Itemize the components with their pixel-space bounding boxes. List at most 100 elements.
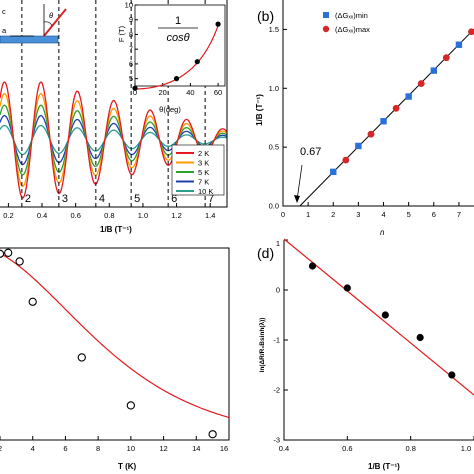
xtick-label: 1.4 bbox=[205, 211, 215, 220]
max-point bbox=[342, 156, 350, 164]
xtick-label: 0.4 bbox=[279, 444, 289, 453]
c-label: c bbox=[2, 7, 6, 16]
xtick-label: 4 bbox=[381, 210, 385, 219]
xtick-label: 12 bbox=[159, 444, 167, 453]
min-point bbox=[455, 41, 463, 48]
temperature-point bbox=[4, 248, 13, 257]
temperature-point bbox=[0, 249, 5, 258]
inset-ytick-label: 8 bbox=[129, 30, 133, 39]
legend-dot-marker bbox=[322, 25, 330, 33]
inset-ylabel: F (T) bbox=[117, 25, 126, 42]
inset-ytick-label: 7 bbox=[129, 45, 133, 54]
inset-ytick-label: 6 bbox=[129, 59, 133, 68]
xtick-label: 6 bbox=[432, 210, 436, 219]
xtick-label: 1.2 bbox=[171, 211, 181, 220]
panel-c-fit-curve bbox=[0, 252, 230, 419]
panel-a-xlabel: 1/B (T⁻¹) bbox=[100, 225, 132, 234]
xtick-label: 2 bbox=[331, 210, 335, 219]
curve-10k bbox=[0, 124, 227, 156]
panel-c-ticks: 2 4 6 8 10 12 14 16 bbox=[0, 436, 230, 453]
xtick-label: 10 bbox=[127, 444, 135, 453]
inset-fit-denominator: cosθ bbox=[166, 32, 189, 44]
level-markers: 2 3 4 5 6 7 bbox=[21, 0, 214, 207]
min-point bbox=[330, 168, 337, 176]
xtick-label: 16 bbox=[220, 444, 228, 453]
xtick-label: 4 bbox=[31, 444, 35, 453]
panel-c-axes bbox=[0, 247, 230, 441]
panel-a-xticks: 0.2 0.4 0.6 0.8 1.0 1.2 1.4 bbox=[3, 203, 215, 220]
intercept-arrowhead bbox=[294, 195, 300, 203]
intercept-arrow bbox=[296, 164, 303, 201]
xtick-label: 6 bbox=[63, 444, 67, 453]
inset-points bbox=[132, 21, 221, 91]
inset-point bbox=[215, 21, 221, 27]
ytick-label: -3 bbox=[273, 436, 280, 445]
xtick-label: 0.2 bbox=[3, 211, 13, 220]
panel-d-fit-line bbox=[283, 238, 474, 396]
ytick-label: -1 bbox=[273, 336, 280, 345]
max-point bbox=[367, 130, 375, 138]
ytick-label: 1.5 bbox=[269, 25, 279, 34]
legend-min-label: (ΔGₓₓ)min bbox=[335, 11, 368, 20]
panel-a-legend: 2 K3 K5 K7 K10 K bbox=[171, 144, 225, 196]
legend-label: 5 K bbox=[198, 168, 209, 177]
legend-label: 2 K bbox=[198, 149, 209, 158]
inset-ytick-label: 9 bbox=[129, 15, 133, 24]
oscillation-curves bbox=[0, 81, 227, 199]
panel-c-points bbox=[0, 248, 217, 439]
theta-label: θ bbox=[49, 11, 53, 20]
xtick-label: 14 bbox=[192, 444, 200, 453]
xtick-label: 8 bbox=[96, 444, 100, 453]
max-point bbox=[392, 104, 400, 112]
sample-bar bbox=[0, 35, 59, 44]
angle-arc bbox=[43, 21, 53, 27]
level-label-2: 2 bbox=[25, 193, 31, 205]
legend-label: 7 K bbox=[198, 178, 209, 187]
level-label-7: 7 bbox=[208, 193, 214, 205]
dingle-point bbox=[381, 311, 389, 319]
xtick-label: 2 bbox=[0, 444, 2, 453]
inset-xtick-label: 40 bbox=[186, 88, 194, 97]
min-point bbox=[430, 67, 437, 74]
sample-schematic: c a θ bbox=[0, 4, 67, 44]
xtick-label: 1.0 bbox=[138, 211, 148, 220]
panel-d-label: (d) bbox=[257, 245, 274, 261]
legend-max-label: (ΔGₓₓ)max bbox=[335, 25, 370, 34]
inset-xtick-label: 60 bbox=[214, 88, 222, 97]
inset-point bbox=[132, 85, 138, 91]
panel-a: 2 3 4 5 6 7 0.2 0.4 0.6 0.8 1.0 1.2 1.4 1/B (T⁻¹) c… bbox=[0, 0, 228, 234]
panel-b-xlabel: n bbox=[380, 228, 385, 237]
intercept-label: 0.67 bbox=[300, 146, 321, 158]
panel-d-ylabel: ln(ΔR/R₀Bsinh(λ)) bbox=[258, 318, 266, 373]
panel-d-axes bbox=[283, 240, 474, 441]
dingle-point bbox=[448, 371, 456, 379]
ytick-label: 0 bbox=[276, 286, 280, 295]
xtick-label: 0.8 bbox=[104, 211, 114, 220]
xtick-label: 0.6 bbox=[70, 211, 80, 220]
xtick-label: 0.4 bbox=[37, 211, 47, 220]
xtick-label: 1 bbox=[306, 210, 310, 219]
inset-fit-numerator: 1 bbox=[175, 15, 181, 27]
field-arrow bbox=[43, 8, 67, 37]
min-point bbox=[355, 142, 362, 150]
panel-d: (d) 0.4 0.6 0.8 1.0 -3 -2 -1 0 1 ln(ΔR/R₀Bsinh(λ… bbox=[257, 238, 474, 471]
inset-point bbox=[173, 76, 180, 82]
min-point bbox=[405, 93, 412, 100]
xtick-label: 3 bbox=[356, 210, 360, 219]
panel-c: 2 4 6 8 10 12 14 16 T (K) bbox=[0, 247, 230, 471]
level-label-5: 5 bbox=[134, 193, 140, 205]
panel-d-ticks: 0.4 0.6 0.8 1.0 -3 -2 -1 0 1 bbox=[273, 239, 474, 453]
inset-ytick-label: 5 bbox=[129, 74, 133, 83]
legend-label: 3 K bbox=[198, 159, 209, 168]
panel-d-points bbox=[308, 262, 456, 379]
max-point bbox=[442, 54, 450, 62]
xtick-label: 0 bbox=[281, 210, 285, 219]
level-label-4: 4 bbox=[99, 193, 105, 205]
panel-b: (b) 0 1 2 3 4 5 6 7 0.0 0.5 1.0 1.5 1/B (T⁻¹) n 0.6… bbox=[255, 0, 474, 237]
inset-frame bbox=[134, 4, 226, 87]
max-point bbox=[417, 80, 425, 87]
ytick-label: 1 bbox=[276, 239, 280, 248]
inset-xtick-label: 0 bbox=[133, 88, 137, 97]
legend-label: 10 K bbox=[198, 187, 213, 196]
